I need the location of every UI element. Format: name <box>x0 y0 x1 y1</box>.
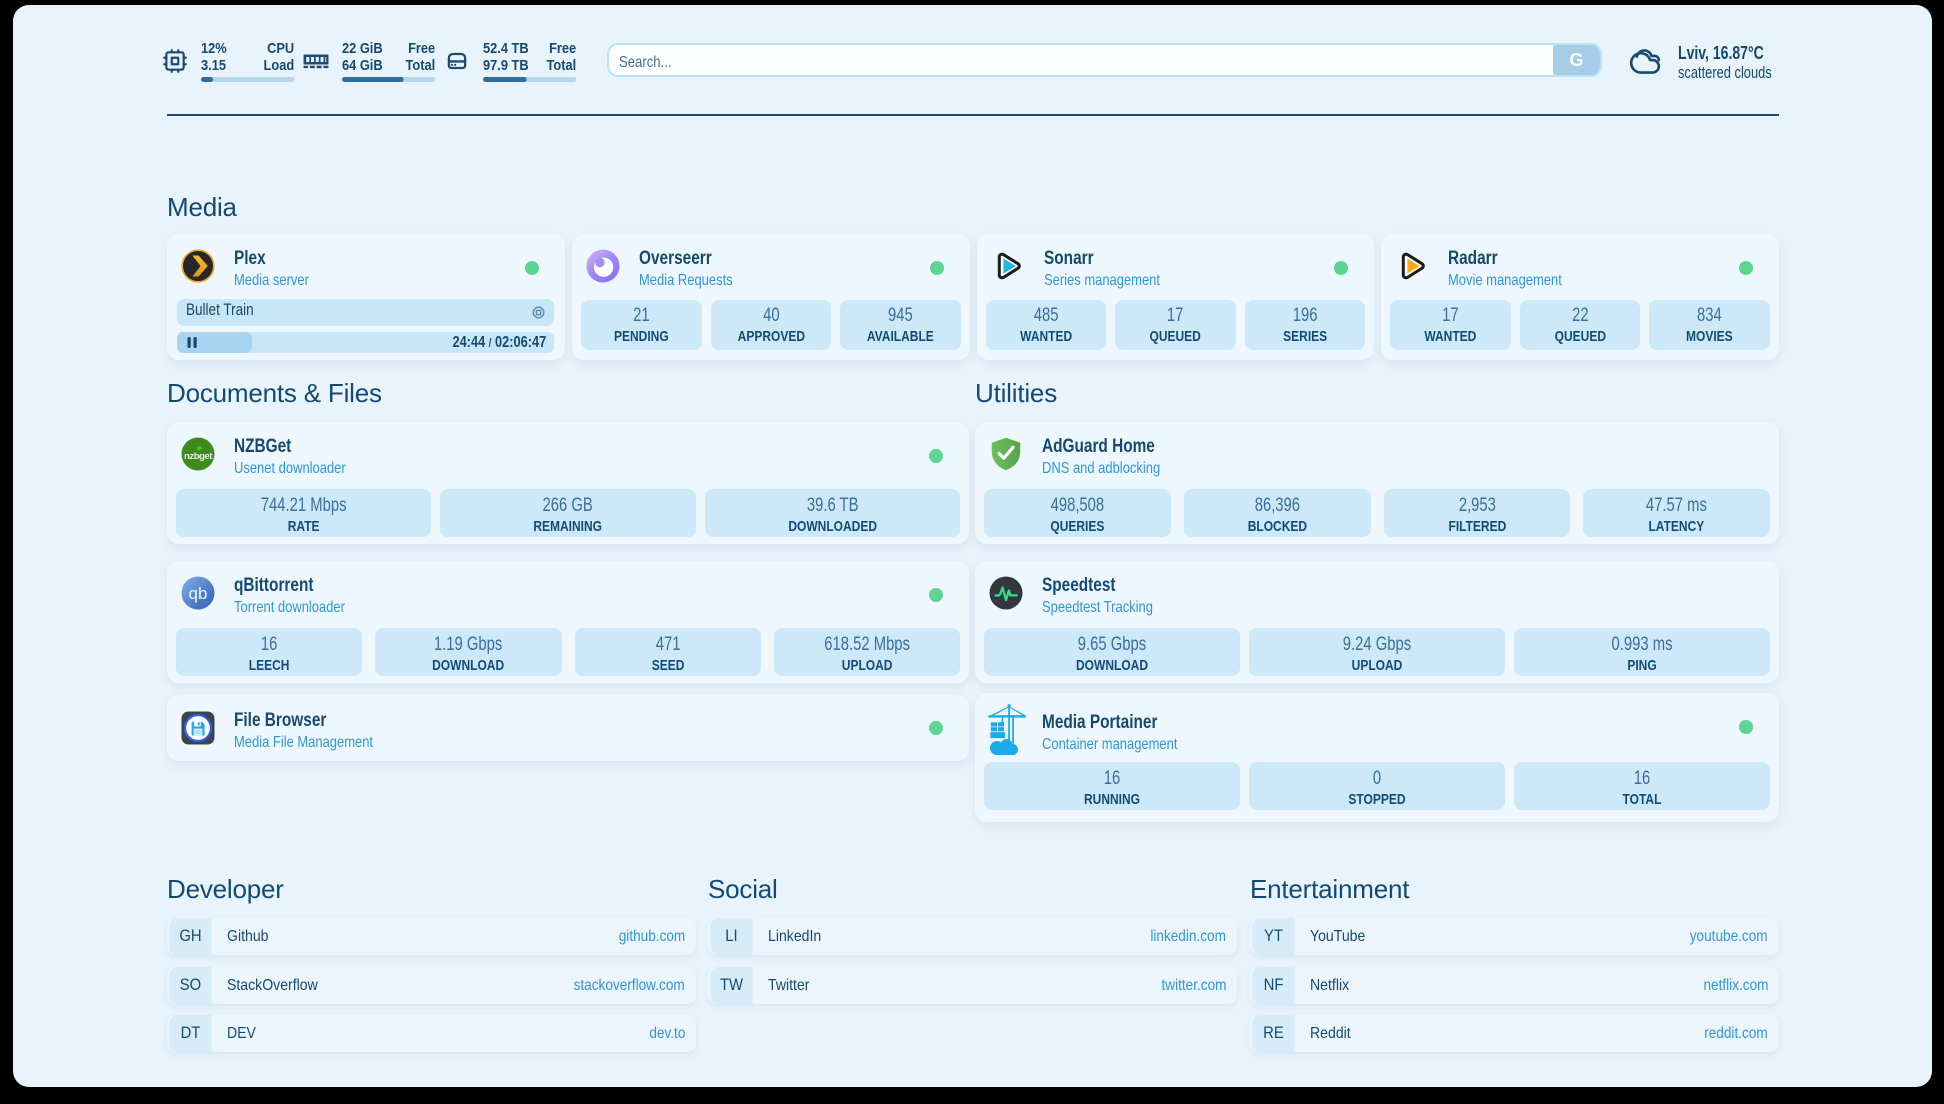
svg-text:nzbget: nzbget <box>184 451 213 462</box>
svg-text:qb: qb <box>189 584 208 603</box>
